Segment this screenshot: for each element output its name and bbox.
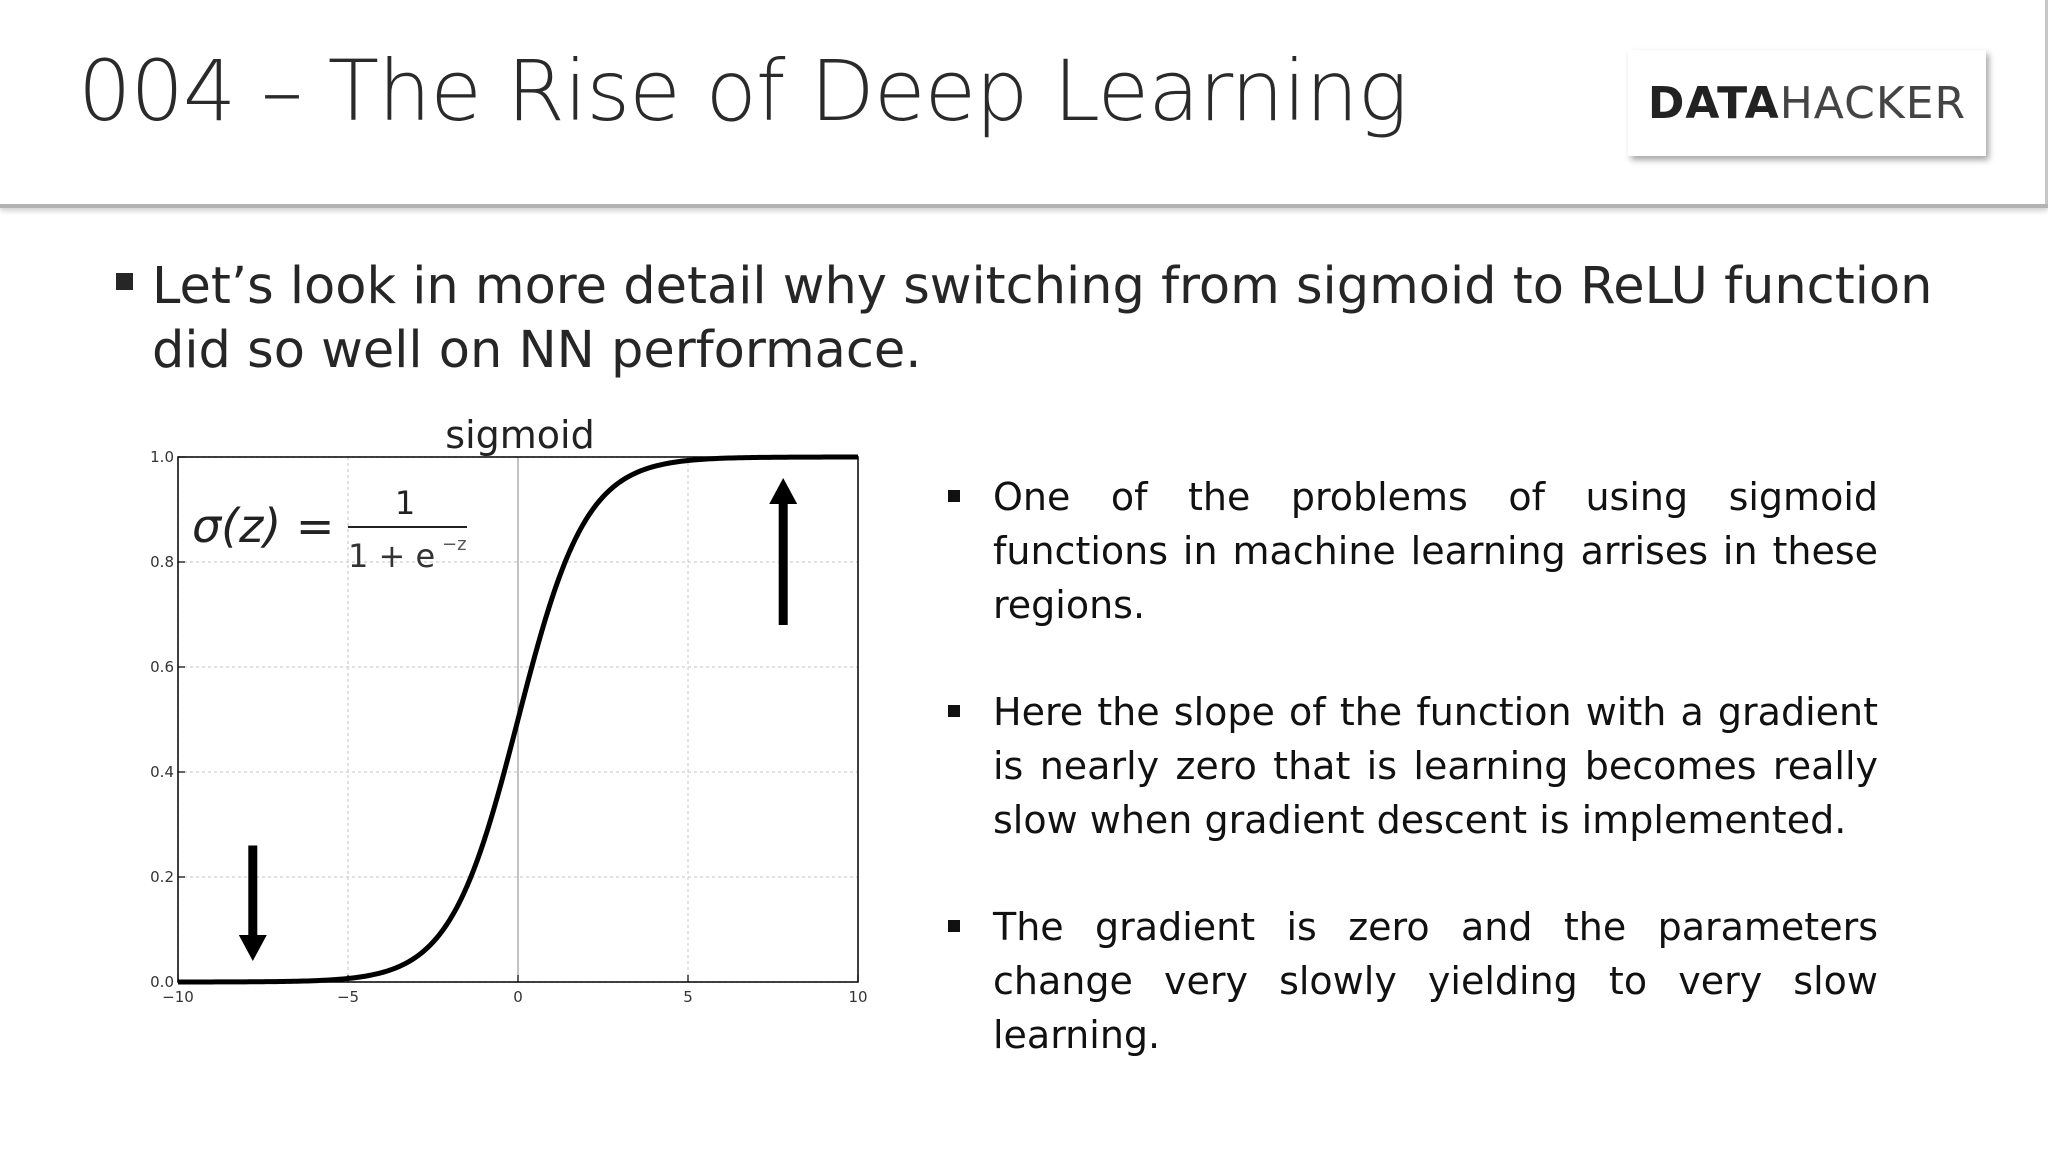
explanation-item: One of the problems of using sigmoid fun… [948,470,1878,632]
x-tick-label: −10 [162,988,194,1006]
y-tick-label: 0.8 [150,553,174,571]
arrow-head [769,478,798,504]
square-bullet-icon [948,490,960,502]
logo-bold-text: DATA [1647,77,1780,129]
explanation-text: The gradient is zero and the parameters … [993,905,1878,1057]
formula-exponent: −z [442,534,467,555]
arrow-down-icon [238,845,267,961]
slide-header: 004 – The Rise of Deep Learning DATA HACK… [0,0,2048,208]
y-tick-label: 1.0 [150,448,174,466]
main-bullet-text: Let’s look in more detail why switching … [152,257,1933,380]
square-bullet-icon [116,273,133,290]
formula-lhs: σ(z) = [192,499,334,553]
square-bullet-icon [948,705,960,717]
main-bullet: Let’s look in more detail why switching … [116,255,1976,383]
square-bullet-icon [948,920,960,932]
slide-title: 004 – The Rise of Deep Learning [78,42,1408,140]
x-tick-label: −5 [337,988,359,1006]
y-tick-label: 0.6 [150,658,174,676]
sigmoid-formula: σ(z) = 1 1 + e −z [192,484,467,575]
y-tick-label: 0.0 [150,973,174,991]
logo-light-text: HACKER [1779,77,1967,129]
formula-numerator: 1 [395,484,415,522]
y-tick-label: 0.4 [150,763,174,781]
y-tick-label: 0.2 [150,868,174,886]
explanation-text: Here the slope of the function with a gr… [993,690,1878,842]
arrow-head [238,935,267,961]
sigmoid-chart: −10 −5 0 5 10 0.0 0.2 0.4 0.6 0.8 1.0 sigmoid σ(z)… [150,413,867,1006]
chart-arrows [238,478,798,961]
explanation-text: One of the problems of using sigmoid fun… [993,475,1878,627]
x-tick-label: 5 [683,988,693,1006]
x-tick-label: 10 [848,988,867,1006]
explanation-bullets: One of the problems of using sigmoid fun… [948,470,1878,1115]
explanation-item: The gradient is zero and the parameters … [948,900,1878,1062]
formula-denominator: 1 + e [348,537,435,575]
chart-title: sigmoid [445,413,594,457]
datahacker-logo: DATA HACKER [1628,50,1986,156]
explanation-item: Here the slope of the function with a gr… [948,685,1878,847]
chart-ticks: −10 −5 0 5 10 0.0 0.2 0.4 0.6 0.8 1.0 [150,448,867,1006]
x-tick-label: 0 [513,988,523,1006]
arrow-up-icon [769,478,798,625]
